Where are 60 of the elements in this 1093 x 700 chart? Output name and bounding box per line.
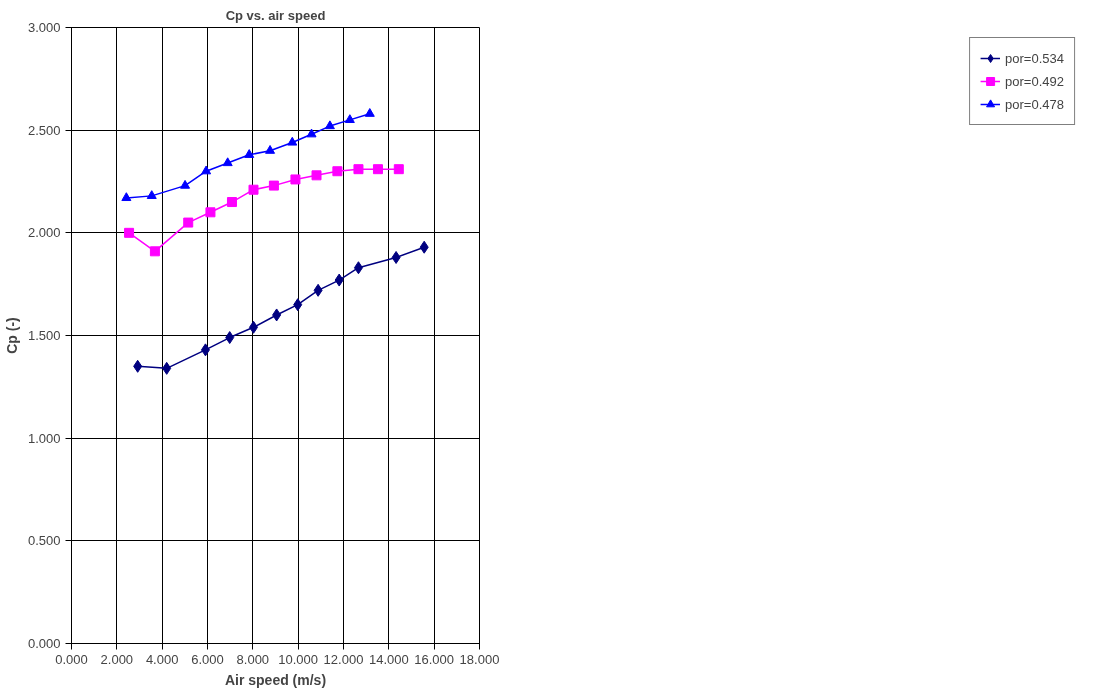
point — [324, 120, 335, 130]
point — [306, 128, 317, 138]
x-tick-label: 8.000 — [236, 651, 270, 667]
point — [149, 246, 160, 257]
x-tick-label: 18.000 — [459, 651, 500, 667]
point — [313, 283, 323, 297]
point — [121, 192, 132, 202]
point — [248, 184, 259, 195]
point — [311, 170, 322, 181]
point — [391, 250, 401, 264]
point — [124, 227, 135, 238]
point — [180, 179, 191, 189]
x-tick-label: 0.000 — [55, 651, 88, 667]
point — [287, 136, 298, 146]
y-tick-label: 2.500 — [27, 122, 61, 138]
y-tick-label: 2.000 — [27, 225, 61, 241]
x-tick-label: 6.000 — [191, 651, 224, 667]
point — [272, 308, 282, 322]
point — [205, 207, 216, 218]
point — [419, 240, 429, 254]
point — [183, 217, 194, 228]
point — [334, 273, 344, 287]
point — [353, 261, 363, 275]
x-tick-label: 16.000 — [414, 651, 455, 667]
y-tick-label: 0.500 — [27, 533, 61, 549]
y-tick-label: 0.000 — [27, 636, 61, 651]
legend-label: por=0.492 — [1005, 73, 1064, 89]
x-axis-title: Air speed (m/s) — [224, 671, 327, 688]
point — [268, 180, 279, 191]
x-tick-label: 12.000 — [323, 651, 364, 667]
point — [332, 166, 343, 177]
point — [265, 145, 276, 154]
x-tick-label: 14.000 — [368, 651, 409, 667]
point — [225, 331, 235, 345]
chart-title: Cp vs. air speed — [225, 7, 326, 23]
x-tick-label: 2.000 — [100, 651, 134, 667]
point — [364, 108, 375, 117]
point — [146, 190, 157, 199]
point — [344, 114, 355, 123]
point — [353, 164, 364, 175]
point — [372, 164, 383, 175]
point — [249, 320, 259, 334]
y-tick-label: 3.000 — [27, 20, 61, 35]
y-tick-label: 1.000 — [27, 430, 61, 446]
point — [290, 174, 301, 185]
point — [393, 164, 404, 175]
x-tick-label: 10.000 — [278, 651, 319, 667]
point — [244, 149, 255, 158]
point — [226, 197, 237, 208]
point — [222, 157, 233, 167]
y-axis-title: Cp (-) — [3, 317, 20, 354]
point — [293, 298, 303, 312]
x-tick-label: 4.000 — [145, 651, 179, 667]
legend-label: por=0.478 — [1005, 96, 1064, 112]
legend-label: por=0.534 — [1005, 50, 1064, 66]
point — [133, 359, 143, 373]
point — [200, 343, 210, 357]
point — [162, 361, 172, 375]
point — [201, 165, 212, 175]
y-tick-label: 1.500 — [27, 328, 61, 343]
